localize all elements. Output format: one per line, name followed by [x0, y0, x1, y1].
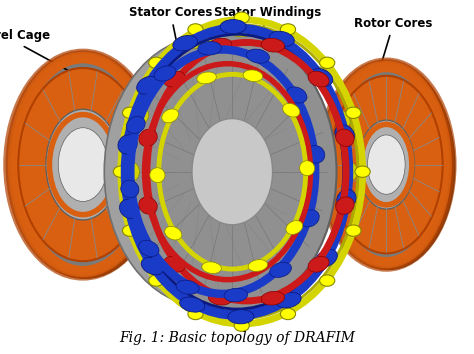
Ellipse shape — [261, 291, 284, 305]
Ellipse shape — [198, 41, 221, 55]
Ellipse shape — [287, 87, 307, 103]
Ellipse shape — [228, 310, 254, 324]
Ellipse shape — [137, 76, 158, 94]
Ellipse shape — [18, 68, 147, 261]
Ellipse shape — [139, 129, 157, 147]
Ellipse shape — [104, 37, 303, 306]
Ellipse shape — [336, 197, 354, 214]
Ellipse shape — [316, 249, 337, 267]
Ellipse shape — [272, 37, 295, 48]
Ellipse shape — [307, 145, 325, 163]
Ellipse shape — [154, 66, 176, 81]
Ellipse shape — [220, 19, 246, 34]
Ellipse shape — [337, 189, 356, 209]
Ellipse shape — [261, 38, 284, 52]
Ellipse shape — [344, 162, 357, 181]
Ellipse shape — [122, 225, 137, 236]
Ellipse shape — [9, 55, 156, 274]
Ellipse shape — [9, 54, 162, 279]
Ellipse shape — [139, 197, 157, 214]
Ellipse shape — [46, 109, 120, 220]
Ellipse shape — [229, 27, 254, 37]
Ellipse shape — [269, 31, 294, 46]
Ellipse shape — [330, 76, 443, 253]
Ellipse shape — [188, 37, 212, 48]
Ellipse shape — [164, 71, 185, 87]
Ellipse shape — [346, 225, 361, 236]
Ellipse shape — [286, 221, 303, 234]
Ellipse shape — [319, 275, 335, 286]
Ellipse shape — [197, 72, 216, 84]
Ellipse shape — [164, 256, 185, 272]
Ellipse shape — [202, 262, 221, 274]
Ellipse shape — [308, 256, 329, 272]
Ellipse shape — [118, 135, 137, 154]
Ellipse shape — [155, 65, 174, 80]
Ellipse shape — [180, 297, 205, 312]
Ellipse shape — [164, 226, 182, 240]
Ellipse shape — [335, 125, 355, 144]
Ellipse shape — [234, 320, 249, 331]
Ellipse shape — [355, 166, 370, 177]
Ellipse shape — [113, 166, 128, 177]
Ellipse shape — [301, 210, 319, 227]
Ellipse shape — [149, 275, 164, 286]
Ellipse shape — [192, 119, 273, 225]
Ellipse shape — [248, 259, 268, 272]
Ellipse shape — [322, 64, 450, 266]
Ellipse shape — [150, 168, 165, 183]
Ellipse shape — [246, 49, 269, 63]
Ellipse shape — [270, 262, 292, 278]
Ellipse shape — [367, 135, 405, 194]
Ellipse shape — [176, 280, 199, 294]
Ellipse shape — [119, 199, 139, 218]
Text: Rotor Cores: Rotor Cores — [354, 17, 433, 66]
Text: Stator Windings: Stator Windings — [214, 6, 321, 56]
Ellipse shape — [300, 161, 315, 176]
Text: Stator Cores: Stator Cores — [129, 6, 212, 66]
Ellipse shape — [188, 308, 203, 320]
Ellipse shape — [335, 109, 350, 127]
Ellipse shape — [224, 288, 247, 302]
Ellipse shape — [141, 257, 164, 275]
Ellipse shape — [126, 162, 139, 181]
Ellipse shape — [128, 32, 337, 312]
Ellipse shape — [126, 116, 145, 133]
Ellipse shape — [283, 103, 300, 117]
Ellipse shape — [162, 109, 179, 123]
Ellipse shape — [209, 291, 232, 305]
Ellipse shape — [310, 69, 333, 86]
Ellipse shape — [281, 24, 296, 35]
Ellipse shape — [133, 109, 149, 127]
Ellipse shape — [319, 57, 335, 68]
Text: Fig. 1: Basic topology of DRAFIM: Fig. 1: Basic topology of DRAFIM — [119, 331, 355, 345]
Ellipse shape — [121, 180, 139, 198]
Ellipse shape — [209, 38, 232, 52]
Ellipse shape — [58, 128, 108, 201]
Ellipse shape — [276, 292, 301, 308]
Ellipse shape — [309, 65, 329, 80]
Ellipse shape — [173, 35, 198, 51]
Text: Squirrel Cage: Squirrel Cage — [0, 29, 117, 97]
Ellipse shape — [358, 120, 415, 209]
Ellipse shape — [322, 63, 456, 270]
Ellipse shape — [281, 308, 296, 320]
Ellipse shape — [308, 71, 329, 87]
Ellipse shape — [234, 12, 249, 23]
Ellipse shape — [346, 107, 361, 119]
Ellipse shape — [139, 240, 159, 257]
Ellipse shape — [149, 57, 164, 68]
Ellipse shape — [336, 129, 354, 147]
Ellipse shape — [243, 70, 263, 81]
Ellipse shape — [188, 24, 203, 35]
Ellipse shape — [122, 107, 137, 119]
